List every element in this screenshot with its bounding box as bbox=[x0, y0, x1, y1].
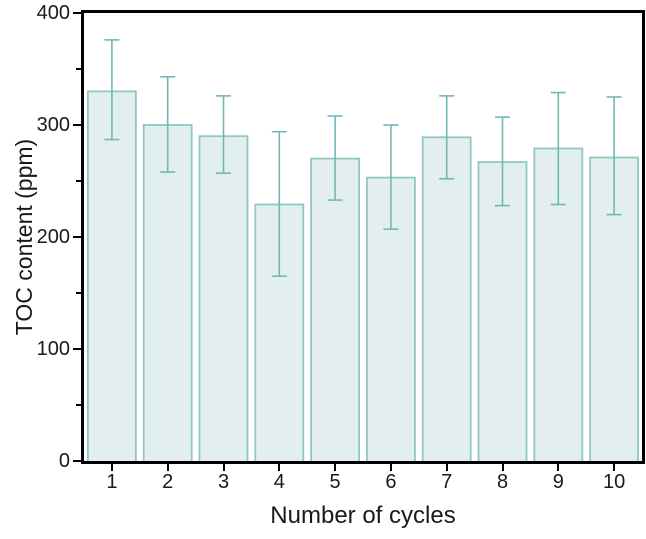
y-major-tick bbox=[73, 12, 81, 14]
x-tick-label: 6 bbox=[385, 471, 397, 493]
y-major-tick bbox=[73, 236, 81, 238]
x-tick-label: 4 bbox=[273, 471, 285, 493]
x-tick-label: 2 bbox=[162, 471, 174, 493]
y-tick-label: 200 bbox=[36, 226, 70, 248]
bars-canvas bbox=[87, 39, 640, 461]
x-tick-label: 3 bbox=[217, 471, 230, 493]
plot-area bbox=[81, 10, 645, 464]
x-tick-label: 7 bbox=[441, 471, 453, 493]
x-tick bbox=[110, 464, 113, 471]
x-axis-title: Number of cycles bbox=[270, 502, 456, 529]
bar bbox=[198, 135, 249, 461]
x-tick bbox=[557, 464, 560, 471]
x-tick-label: 5 bbox=[329, 471, 341, 493]
x-tick-label: 10 bbox=[602, 471, 626, 493]
bar bbox=[142, 124, 193, 461]
y-major-tick bbox=[73, 460, 81, 462]
y-major-tick bbox=[73, 348, 81, 350]
y-minor-tick bbox=[76, 404, 81, 406]
x-tick bbox=[501, 464, 504, 471]
y-minor-tick bbox=[76, 292, 81, 294]
x-tick bbox=[445, 464, 448, 471]
bar bbox=[477, 161, 528, 461]
x-tick-label: 9 bbox=[552, 471, 564, 493]
x-tick bbox=[166, 464, 169, 471]
y-major-tick bbox=[73, 124, 81, 126]
bar bbox=[310, 157, 361, 461]
y-minor-tick bbox=[76, 68, 81, 70]
x-tick-label: 8 bbox=[496, 471, 509, 493]
bar bbox=[421, 136, 472, 461]
x-tick bbox=[613, 464, 616, 471]
x-tick bbox=[278, 464, 281, 471]
y-tick-label: 400 bbox=[36, 2, 70, 24]
y-tick-label: 0 bbox=[58, 450, 70, 472]
y-minor-tick bbox=[76, 180, 81, 182]
y-tick-label: 100 bbox=[36, 338, 70, 360]
bar bbox=[87, 90, 137, 461]
x-tick bbox=[222, 464, 225, 471]
y-tick-label: 300 bbox=[36, 114, 70, 136]
x-tick-label: 1 bbox=[106, 471, 118, 493]
x-tick bbox=[334, 464, 337, 471]
x-tick bbox=[389, 464, 392, 471]
